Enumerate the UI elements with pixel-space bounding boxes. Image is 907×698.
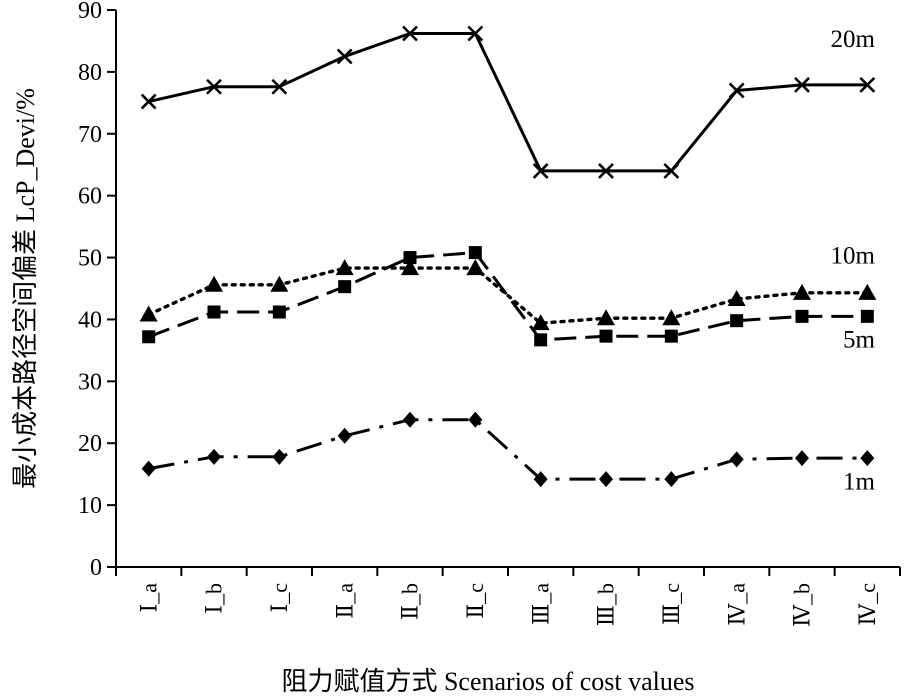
x-tick-label: Ⅰ_b [202,583,227,614]
series-line [146,266,869,325]
series-5m [142,246,874,347]
triangle-marker [139,305,158,322]
triangle-marker [662,309,681,326]
x-tick-label: Ⅰ_a [136,583,161,613]
x-axis-ticks: Ⅰ_a Ⅰ_b Ⅰ_c Ⅱ_a Ⅱ_b Ⅱ_c Ⅲ_a Ⅲ_b Ⅲ_c Ⅳ_a Ⅳ_b Ⅳ_c [115,567,901,627]
triangle-marker [205,275,223,292]
x-tick-label: Ⅱ_a [332,583,357,619]
x-tick-label: Ⅰ_c [267,583,292,613]
square-marker [860,309,874,323]
square-marker [338,280,352,294]
diamond-marker [664,471,679,488]
x-marker [859,76,876,93]
series-1m [141,411,875,488]
x-tick-label: Ⅲ_b [594,583,619,626]
y-tick-label: 50 [78,246,102,272]
triangle-marker [401,259,419,276]
triangle-marker [727,290,746,307]
x-marker [467,25,484,42]
diamond-marker [403,411,417,428]
triangle-marker [793,283,811,300]
diamond-marker [207,448,221,465]
y-tick-label: 60 [78,184,102,210]
x-marker [794,76,810,93]
y-tick-label: 10 [78,493,102,519]
y-tick-label: 80 [78,60,102,86]
x-marker [271,78,288,95]
series-labels: 20m 10m 5m 1m [831,26,876,496]
series-label-20m: 20m [831,26,876,53]
series-line [148,32,868,173]
x-tick-label: Ⅳ_a [724,583,749,626]
x-axis-title: 阻力赋值方式 Scenarios of cost values [281,667,694,696]
triangle-marker [270,275,289,292]
x-tick-label: Ⅱ_c [463,583,488,619]
series-line [148,251,868,342]
square-marker [272,305,286,319]
diamond-marker [729,451,744,468]
triangle-marker [858,283,877,300]
y-tick-label: 40 [78,307,102,333]
y-tick-label: 70 [78,122,102,148]
x-marker [140,93,157,110]
y-tick-label: 90 [78,0,102,24]
square-marker [664,329,678,343]
triangle-marker [335,259,354,276]
square-marker [534,333,548,347]
diamond-marker [599,471,613,488]
series-label-10m: 10m [831,243,876,270]
x-tick-label: Ⅲ_a [528,583,553,625]
series-label-1m: 1m [843,469,876,496]
series-10m [139,259,877,331]
triangle-marker [597,309,615,326]
series-label-5m: 5m [843,326,876,353]
series-layer [139,25,877,488]
diamond-marker [337,427,352,444]
square-marker [207,305,221,319]
y-tick-label: 20 [78,431,102,457]
diamond-marker [468,411,483,428]
y-axis-title: 最小成本路径空间偏差 LcP_Devi/% [11,88,40,489]
x-tick-label: Ⅱ_b [398,583,423,620]
x-marker [598,162,614,179]
square-marker [468,246,482,260]
x-marker [336,48,353,65]
x-marker [402,25,418,42]
x-marker [728,82,745,99]
square-marker [599,329,613,343]
diamond-marker [795,450,809,467]
diamond-marker [141,460,156,477]
series-line [148,418,868,481]
x-tick-label: Ⅳ_c [855,583,880,626]
y-tick-label: 0 [90,555,102,581]
x-marker [532,162,549,179]
triangle-marker [466,259,485,276]
y-tick-label: 30 [78,369,102,395]
x-tick-label: Ⅲ_c [659,583,684,625]
x-marker [663,162,680,179]
square-marker [403,251,417,265]
diamond-marker [533,471,548,488]
triangle-marker [531,314,550,331]
y-axis-ticks: 0 10 20 30 40 50 60 70 80 90 [78,0,116,581]
diamond-marker [860,450,875,467]
diamond-marker [272,448,287,465]
square-marker [730,314,744,328]
series-20m [140,25,876,179]
axes [115,10,900,568]
square-marker [795,309,809,323]
x-tick-label: Ⅳ_b [790,583,815,627]
square-marker [142,330,156,344]
x-marker [206,78,222,95]
